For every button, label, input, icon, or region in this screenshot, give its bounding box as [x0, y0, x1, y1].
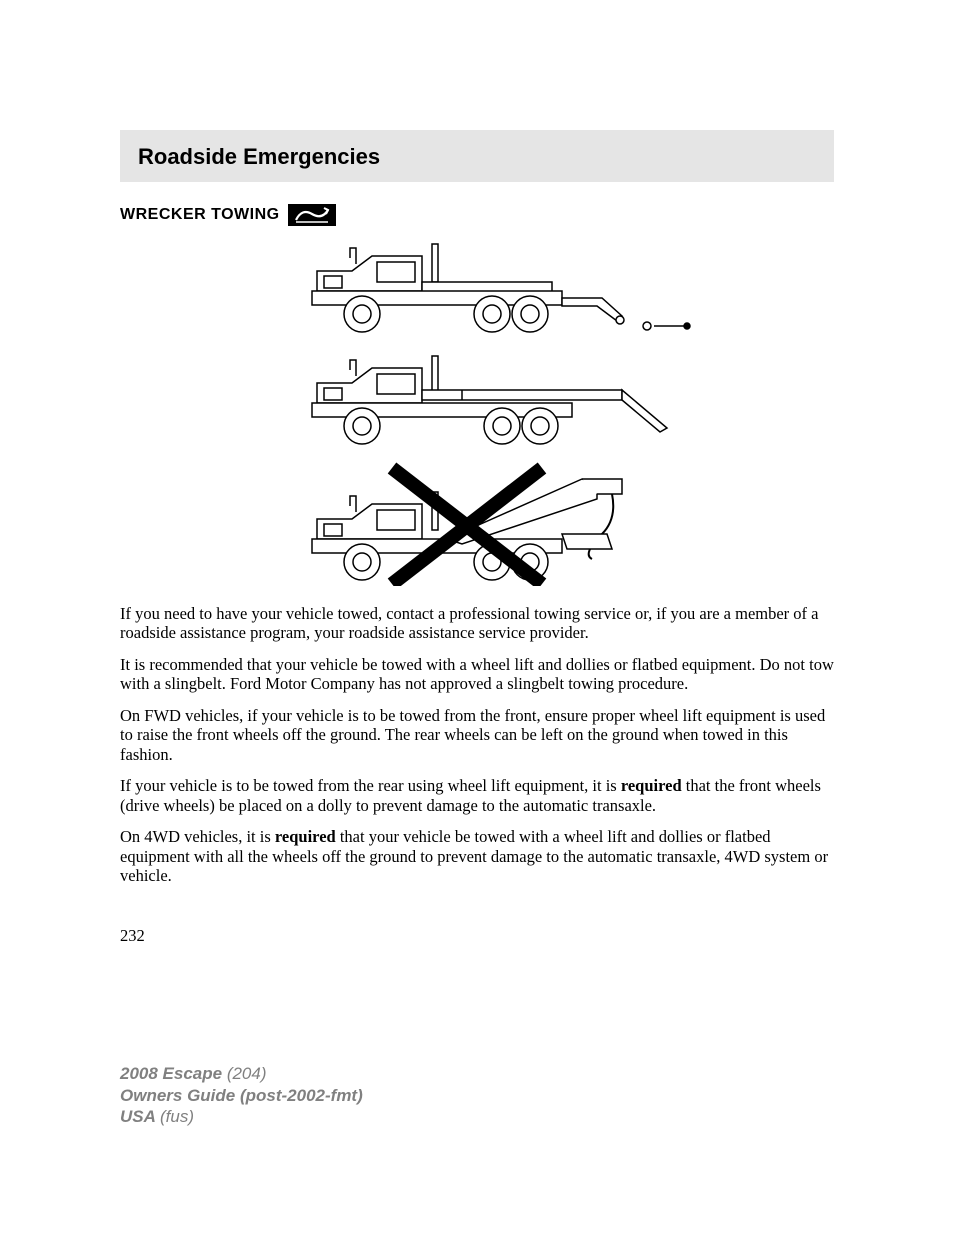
section-header-bar: Roadside Emergencies — [120, 130, 834, 182]
footer-region: USA — [120, 1107, 160, 1126]
subsection-heading-row: WRECKER TOWING — [120, 204, 834, 226]
paragraph-2: It is recommended that your vehicle be t… — [120, 655, 834, 694]
footer-region-code: (fus) — [160, 1107, 194, 1126]
paragraph-4: If your vehicle is to be towed from the … — [120, 776, 834, 815]
footer-line-2: Owners Guide (post-2002-fmt) — [120, 1085, 363, 1106]
page-container: Roadside Emergencies WRECKER TOWING — [0, 0, 954, 946]
p5-required: required — [275, 827, 336, 846]
paragraph-3: On FWD vehicles, if your vehicle is to b… — [120, 706, 834, 764]
footer-line-1: 2008 Escape (204) — [120, 1063, 363, 1084]
page-number: 232 — [120, 926, 834, 946]
footer-line-3: USA (fus) — [120, 1106, 363, 1127]
footer: 2008 Escape (204) Owners Guide (post-200… — [120, 1063, 363, 1127]
manual-reference-icon — [288, 204, 336, 226]
p4-required: required — [621, 776, 682, 795]
p4-text-a: If your vehicle is to be towed from the … — [120, 776, 621, 795]
subsection-heading: WRECKER TOWING — [120, 206, 280, 224]
truck-wheel-lift — [312, 244, 690, 332]
footer-code: (204) — [227, 1064, 267, 1083]
towing-diagram — [120, 236, 834, 586]
paragraph-1: If you need to have your vehicle towed, … — [120, 604, 834, 643]
paragraph-5: On 4WD vehicles, it is required that you… — [120, 827, 834, 885]
footer-vehicle: 2008 Escape — [120, 1064, 227, 1083]
section-header-title: Roadside Emergencies — [138, 144, 816, 170]
p5-text-a: On 4WD vehicles, it is — [120, 827, 275, 846]
truck-flatbed — [312, 356, 667, 444]
